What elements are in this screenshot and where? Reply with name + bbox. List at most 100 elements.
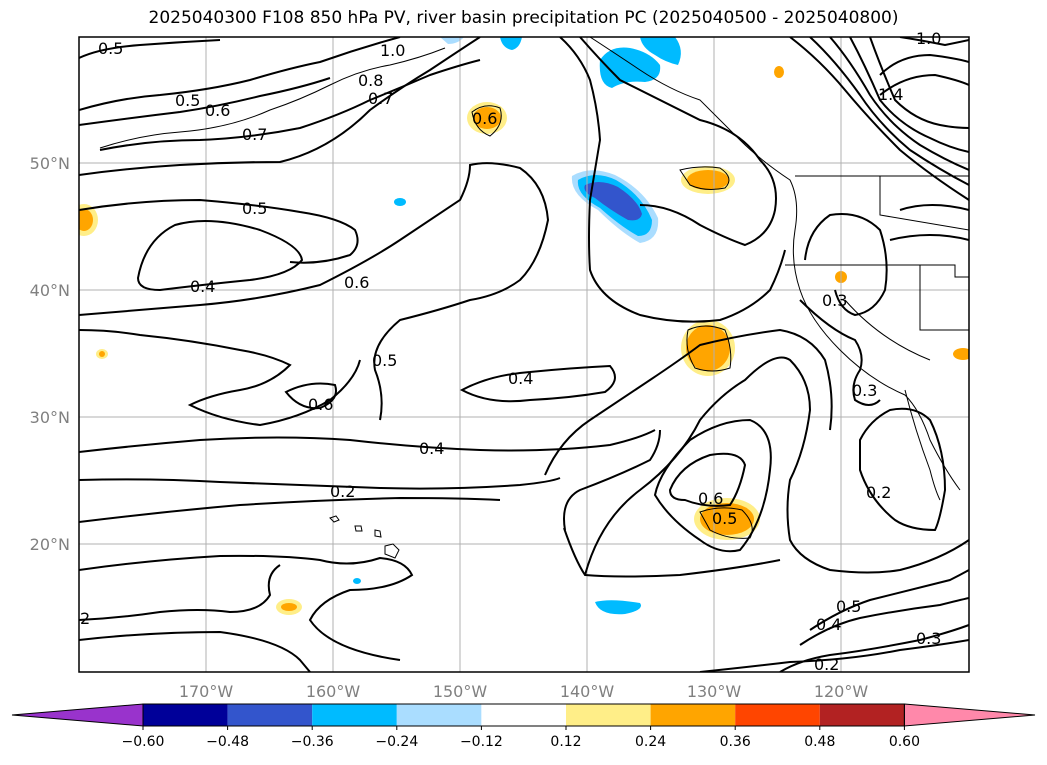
coast-island <box>471 105 502 137</box>
contour-line <box>79 564 281 621</box>
shade-blob <box>440 37 464 44</box>
contour-line <box>136 220 304 292</box>
colorbar-tick-label: 0.24 <box>635 734 666 750</box>
shade-blob <box>640 37 681 65</box>
contour-line <box>799 299 881 406</box>
grid-lines <box>79 37 969 672</box>
colorbar-tick-label: 0.12 <box>550 734 581 750</box>
colorbar-tick-label: −0.36 <box>291 734 334 750</box>
lat-tick-labels: 50°N 40°N 30°N 20°N <box>30 154 70 554</box>
coast-baja <box>904 389 941 501</box>
contour-label: 0.4 <box>419 439 444 458</box>
colorbar-tick-label: −0.48 <box>206 734 249 750</box>
contour-line <box>559 37 786 323</box>
colorbar-tick-label: 0.36 <box>720 734 751 750</box>
contour-label: 0.6 <box>308 395 333 414</box>
shade-blob <box>281 603 297 611</box>
contour-label: 0.6 <box>472 109 497 128</box>
coast-island <box>679 166 730 190</box>
colorbar-segment <box>396 704 482 726</box>
contour-labels: 0.5 0.5 0.6 0.7 0.7 0.8 1.0 1.0 1.4 0.6 … <box>80 29 941 674</box>
contour-line <box>579 37 777 247</box>
contour-label: 0.2 <box>814 655 839 674</box>
contour-line <box>849 37 969 153</box>
contour-label: 0.4 <box>816 615 841 634</box>
contour-label: 0.3 <box>852 381 877 400</box>
contour-label: 0.5 <box>242 199 267 218</box>
contour-line <box>79 329 361 427</box>
contour-line <box>879 53 969 76</box>
contour-line <box>804 213 888 317</box>
colorbar-tick-label: −0.60 <box>122 734 165 750</box>
contour-line <box>869 37 969 129</box>
contour-label: 0.2 <box>866 483 891 502</box>
contour-line <box>79 554 414 661</box>
colorbar-segment <box>481 704 566 726</box>
colorbar-outline <box>142 703 905 727</box>
colorbar <box>11 703 1036 727</box>
contour-line <box>79 477 561 490</box>
contour-line <box>829 37 969 171</box>
shade-blob <box>500 37 522 50</box>
coast-hawaii <box>329 515 400 559</box>
contour-line <box>668 452 747 507</box>
contour-label: 0.6 <box>698 489 723 508</box>
coast-north-america <box>589 37 961 491</box>
contour-line <box>459 364 616 403</box>
contour-line <box>809 37 969 186</box>
lat-tick: 20°N <box>30 535 70 554</box>
map-area <box>79 37 969 672</box>
contour-line <box>799 597 969 646</box>
contour-label: 1.0 <box>380 41 405 60</box>
shade-blob <box>599 47 661 88</box>
shade-blob <box>687 170 729 190</box>
lon-tick: 170°W <box>179 682 234 701</box>
shade-blob <box>584 181 642 221</box>
contour-line <box>899 37 969 47</box>
lat-tick: 50°N <box>30 154 70 173</box>
coast-borders <box>785 175 969 361</box>
contour-line <box>79 37 401 111</box>
contour-label: 0.6 <box>344 273 369 292</box>
contour-label: 1.0 <box>916 29 941 48</box>
colorbar-tick-label: −0.12 <box>460 734 503 750</box>
contour-label: 2 <box>80 609 90 628</box>
contour-label: 0.5 <box>836 597 861 616</box>
colorbar-tick-label: −0.24 <box>375 734 418 750</box>
colorbar-segment <box>312 704 397 726</box>
colorbar-tick-label: 0.60 <box>889 734 920 750</box>
colorbar-segment <box>650 704 736 726</box>
contour-line <box>699 639 969 672</box>
shade-blob <box>99 351 105 357</box>
contour-label: 0.7 <box>242 125 267 144</box>
contour-line <box>859 407 947 532</box>
coast-island <box>686 325 732 372</box>
lat-tick: 40°N <box>30 281 70 300</box>
contour-line <box>563 429 661 531</box>
contour-label: 0.4 <box>190 277 215 296</box>
shade-blob <box>394 198 406 206</box>
contour-line <box>563 527 781 578</box>
shade-blob <box>595 600 641 615</box>
pv-contours <box>79 37 969 672</box>
contour-line <box>879 73 969 96</box>
contour-label: 0.4 <box>508 369 533 388</box>
lon-tick: 130°W <box>687 682 742 701</box>
lon-tick: 160°W <box>306 682 361 701</box>
shade-blob <box>774 66 784 78</box>
shade-blob <box>473 107 501 129</box>
colorbar-labels: −0.60 −0.48 −0.36 −0.24 −0.12 0.12 0.24 0.36 0.4… <box>122 726 920 750</box>
colorbar-segment <box>735 704 820 726</box>
contour-line <box>544 328 833 476</box>
contour-label: 0.6 <box>205 101 230 120</box>
contour-line <box>789 37 969 201</box>
lon-tick: 120°W <box>814 682 869 701</box>
contour-label: 0.7 <box>368 89 393 108</box>
coastlines <box>99 37 969 559</box>
shade-blob <box>79 209 93 231</box>
contour-line <box>79 630 311 672</box>
contour-label: 0.3 <box>822 291 847 310</box>
contour-label: 0.5 <box>175 91 200 110</box>
colorbar-segment <box>819 704 905 726</box>
